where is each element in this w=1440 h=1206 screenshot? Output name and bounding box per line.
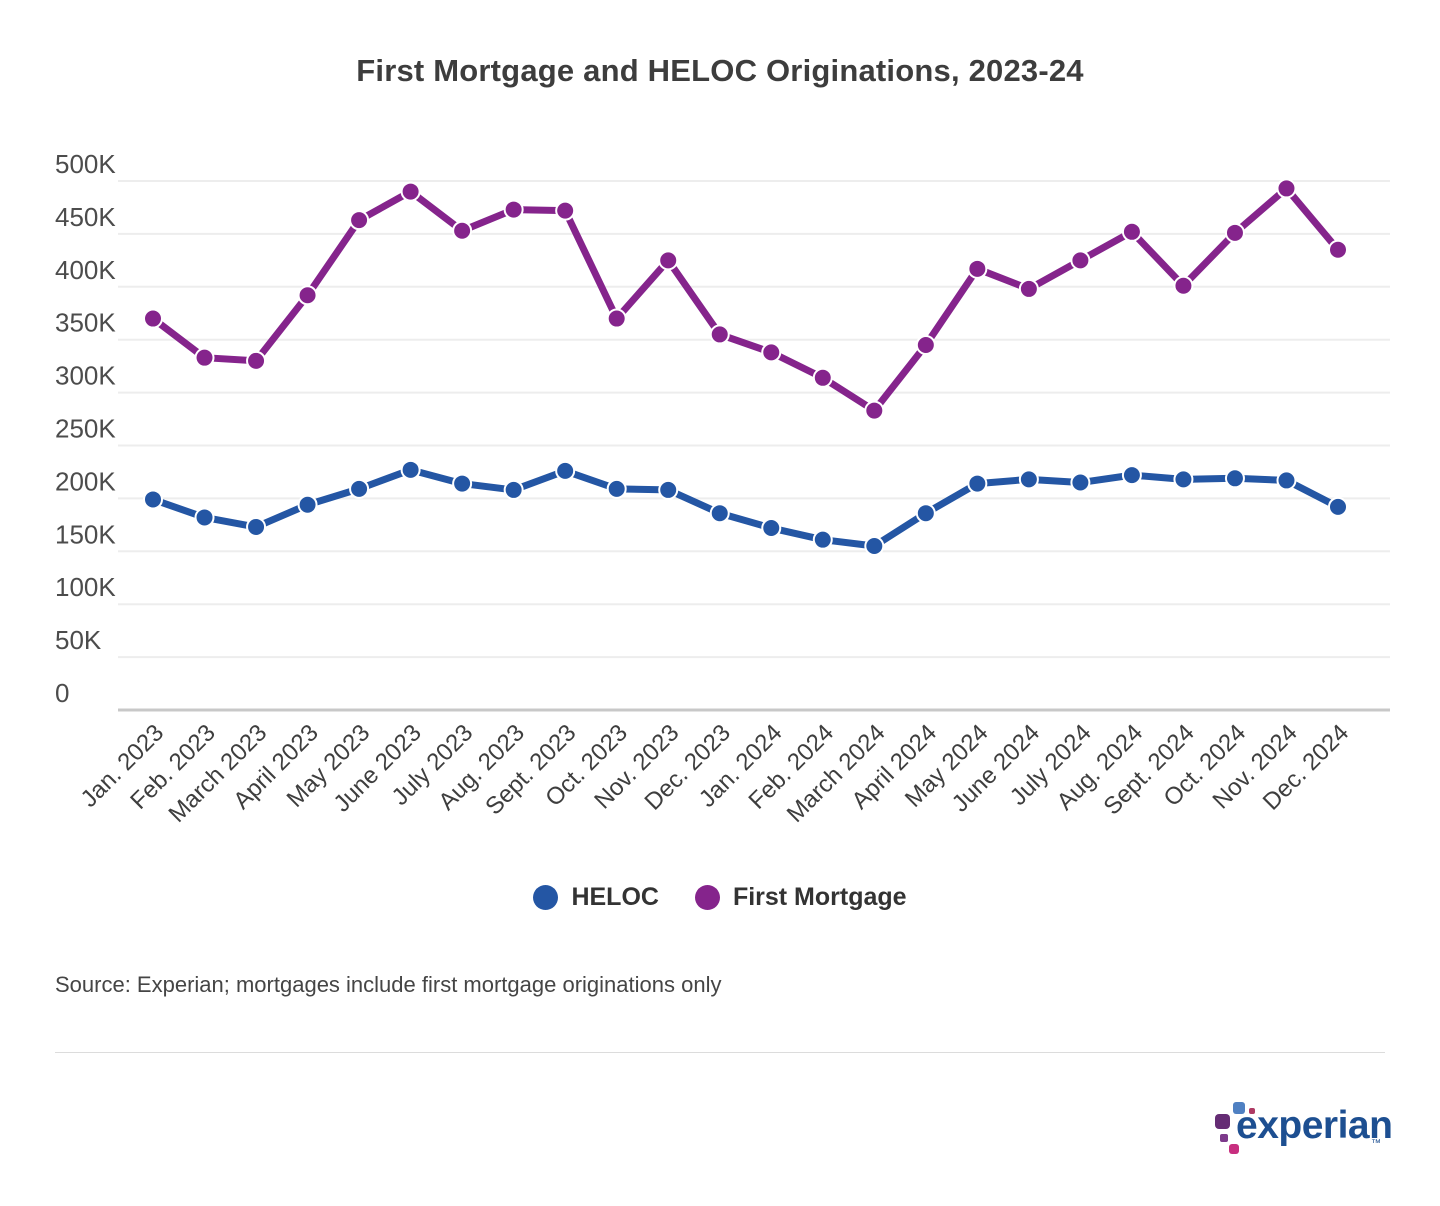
data-point-first-mortgage (761, 342, 782, 363)
data-point-heloc (1328, 496, 1348, 517)
footer-divider (55, 1052, 1385, 1053)
data-point-first-mortgage (864, 400, 885, 421)
data-point-first-mortgage (143, 308, 163, 329)
data-point-first-mortgage (194, 347, 215, 368)
data-point-heloc (864, 536, 885, 557)
data-point-first-mortgage (246, 350, 267, 371)
data-point-heloc (400, 459, 421, 480)
experian-logo-small-purple-square-icon (1220, 1134, 1228, 1142)
legend-item-heloc: HELOC (533, 883, 659, 912)
data-point-heloc (967, 473, 988, 494)
y-tick-label: 50K (55, 625, 102, 655)
y-tick-label: 0 (55, 678, 69, 708)
data-point-first-mortgage (1018, 278, 1039, 299)
experian-logo-magenta-square-icon (1229, 1144, 1239, 1154)
data-point-heloc (452, 473, 473, 494)
experian-logo: experian ™ (1213, 1098, 1393, 1162)
y-tick-label: 150K (55, 519, 116, 549)
data-point-heloc (1121, 465, 1142, 486)
y-tick-label: 450K (55, 202, 116, 232)
series-line-first-mortgage (149, 184, 1342, 415)
data-point-first-mortgage (1121, 221, 1142, 242)
data-point-first-mortgage (452, 220, 473, 241)
data-point-heloc (658, 479, 679, 500)
data-point-first-mortgage (400, 181, 421, 202)
data-point-heloc (761, 518, 782, 539)
y-tick-label: 350K (55, 308, 116, 338)
y-tick-label: 300K (55, 361, 116, 391)
data-point-heloc (1276, 470, 1297, 491)
data-point-heloc (1173, 469, 1194, 490)
data-point-first-mortgage (555, 200, 576, 221)
y-tick-label: 250K (55, 414, 116, 444)
chart-legend: HELOC First Mortgage (0, 883, 1440, 912)
data-point-heloc (143, 489, 163, 510)
experian-logo-blue-square-icon (1233, 1102, 1245, 1114)
y-tick-label: 400K (55, 255, 116, 285)
first-mortgage-legend-dot-icon (694, 885, 720, 910)
chart-title: First Mortgage and HELOC Originations, 2… (356, 53, 1084, 88)
data-point-heloc (1070, 472, 1091, 493)
y-tick-label: 500K (55, 149, 116, 179)
series-first-mortgage (143, 178, 1348, 421)
data-point-heloc (1224, 468, 1245, 489)
data-point-heloc (606, 478, 627, 499)
data-point-first-mortgage (1276, 178, 1297, 199)
data-point-heloc (246, 516, 267, 537)
data-point-first-mortgage (503, 199, 524, 220)
data-point-first-mortgage (915, 334, 936, 355)
series-line-heloc (149, 466, 1342, 550)
line-chart: 0 50K 100K 150K 200K 250K 300K 350K 400K 450K 500K… (55, 149, 1390, 828)
experian-logo-purple-square-icon (1215, 1114, 1230, 1129)
legend-label: HELOC (571, 883, 659, 911)
data-point-heloc (915, 503, 936, 524)
y-tick-label: 200K (55, 466, 116, 496)
data-point-first-mortgage (297, 285, 318, 306)
data-point-heloc (555, 460, 576, 481)
data-point-first-mortgage (606, 308, 627, 329)
legend-label: First Mortgage (732, 883, 907, 911)
data-point-heloc (297, 494, 318, 515)
data-point-first-mortgage (709, 324, 730, 345)
data-point-first-mortgage (812, 367, 833, 388)
source-note: Source: Experian; mortgages include firs… (55, 972, 722, 997)
data-point-heloc (194, 507, 215, 528)
gridlines (118, 180, 1390, 712)
y-tick-label: 100K (55, 572, 116, 602)
data-point-first-mortgage (1224, 222, 1245, 243)
experian-trademark-symbol: ™ (1371, 1138, 1381, 1149)
data-point-first-mortgage (1328, 239, 1348, 260)
data-point-first-mortgage (658, 250, 679, 271)
series-heloc (143, 459, 1348, 557)
data-point-first-mortgage (967, 258, 988, 279)
data-point-heloc (709, 503, 730, 524)
data-point-heloc (1018, 469, 1039, 490)
data-point-heloc (349, 478, 370, 499)
legend-item-first-mortgage: First Mortgage (694, 883, 907, 912)
data-point-first-mortgage (349, 210, 370, 231)
data-point-heloc (812, 529, 833, 550)
data-point-heloc (503, 479, 524, 500)
data-point-first-mortgage (1173, 275, 1194, 296)
experian-wordmark: experian (1236, 1104, 1393, 1147)
heloc-legend-dot-icon (533, 885, 559, 910)
y-axis-labels: 0 50K 100K 150K 200K 250K 300K 350K 400K 450K 500K (55, 149, 116, 708)
data-point-first-mortgage (1070, 250, 1091, 271)
experian-logo-crimson-dot-icon (1249, 1108, 1255, 1114)
